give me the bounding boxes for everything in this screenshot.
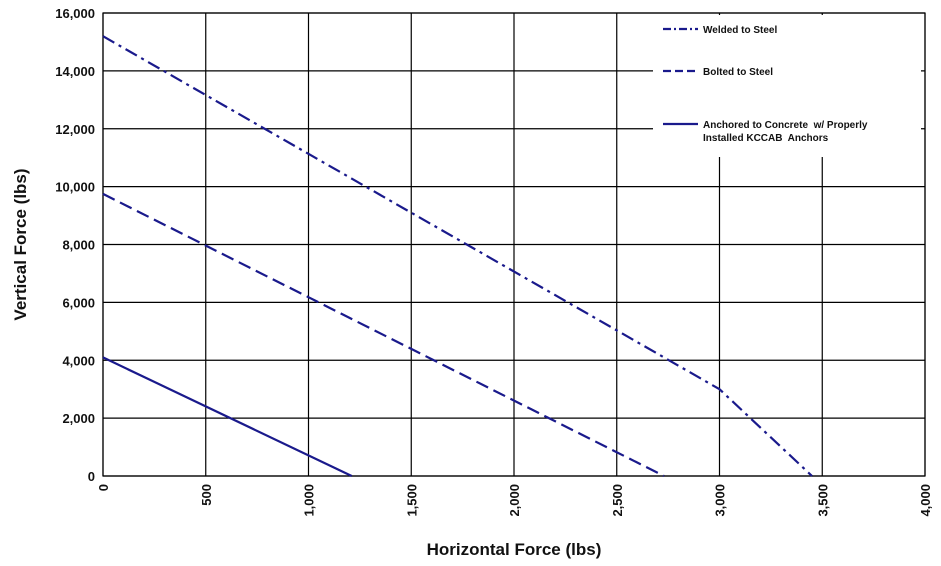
x-tick-label: 1,500: [404, 484, 419, 517]
plot-area-frame: [102, 12, 926, 477]
x-tick-label: 2,000: [507, 484, 522, 517]
series-line-solid: [102, 356, 353, 477]
y-tick-label: 8,000: [62, 238, 95, 253]
x-tick-label: 3,500: [815, 484, 830, 517]
y-tick-label: 6,000: [62, 295, 95, 310]
x-tick-label: 4,000: [918, 484, 933, 517]
legend-label: Bolted to Steel: [703, 67, 773, 78]
y-tick-label: 10,000: [55, 180, 95, 195]
series-line-dash-dot: [102, 35, 813, 477]
series-group: [102, 35, 813, 477]
legend-box: [653, 15, 921, 157]
x-tick-label: 2,500: [610, 484, 625, 517]
legend-label: Anchored to Concrete w/ Properly Installe…: [703, 120, 868, 144]
legend-label-line: Welded to Steel: [703, 25, 777, 36]
legend-label-line: Bolted to Steel: [703, 67, 773, 78]
y-tick-label: 4,000: [62, 353, 95, 368]
y-axis-title: Vertical Force (lbs): [11, 168, 30, 320]
tick-labels: 0 2,000 4,000 6,000 8,000 10,000 12,000 14,000 1…: [55, 6, 933, 517]
legend-label: Welded to Steel: [703, 25, 777, 36]
y-tick-label: 16,000: [55, 6, 95, 21]
y-tick-label: 14,000: [55, 64, 95, 79]
legend-label-line: Anchored to Concrete w/ Properly: [703, 120, 868, 131]
x-axis-title: Horizontal Force (lbs): [427, 540, 602, 559]
y-tick-label: 12,000: [55, 122, 95, 137]
x-tick-label: 1,000: [302, 484, 317, 517]
x-tick-label: 500: [199, 484, 214, 506]
series-line-dashed: [102, 192, 665, 477]
legend-label-line: Installed KCCAB Anchors: [703, 133, 829, 144]
legend: Welded to Steel Bolted to Steel Anchored t…: [653, 15, 921, 157]
x-tick-label: 3,000: [713, 484, 728, 517]
y-tick-label: 2,000: [62, 411, 95, 426]
x-tick-label: 0: [96, 484, 111, 491]
y-tick-label: 0: [88, 469, 95, 484]
